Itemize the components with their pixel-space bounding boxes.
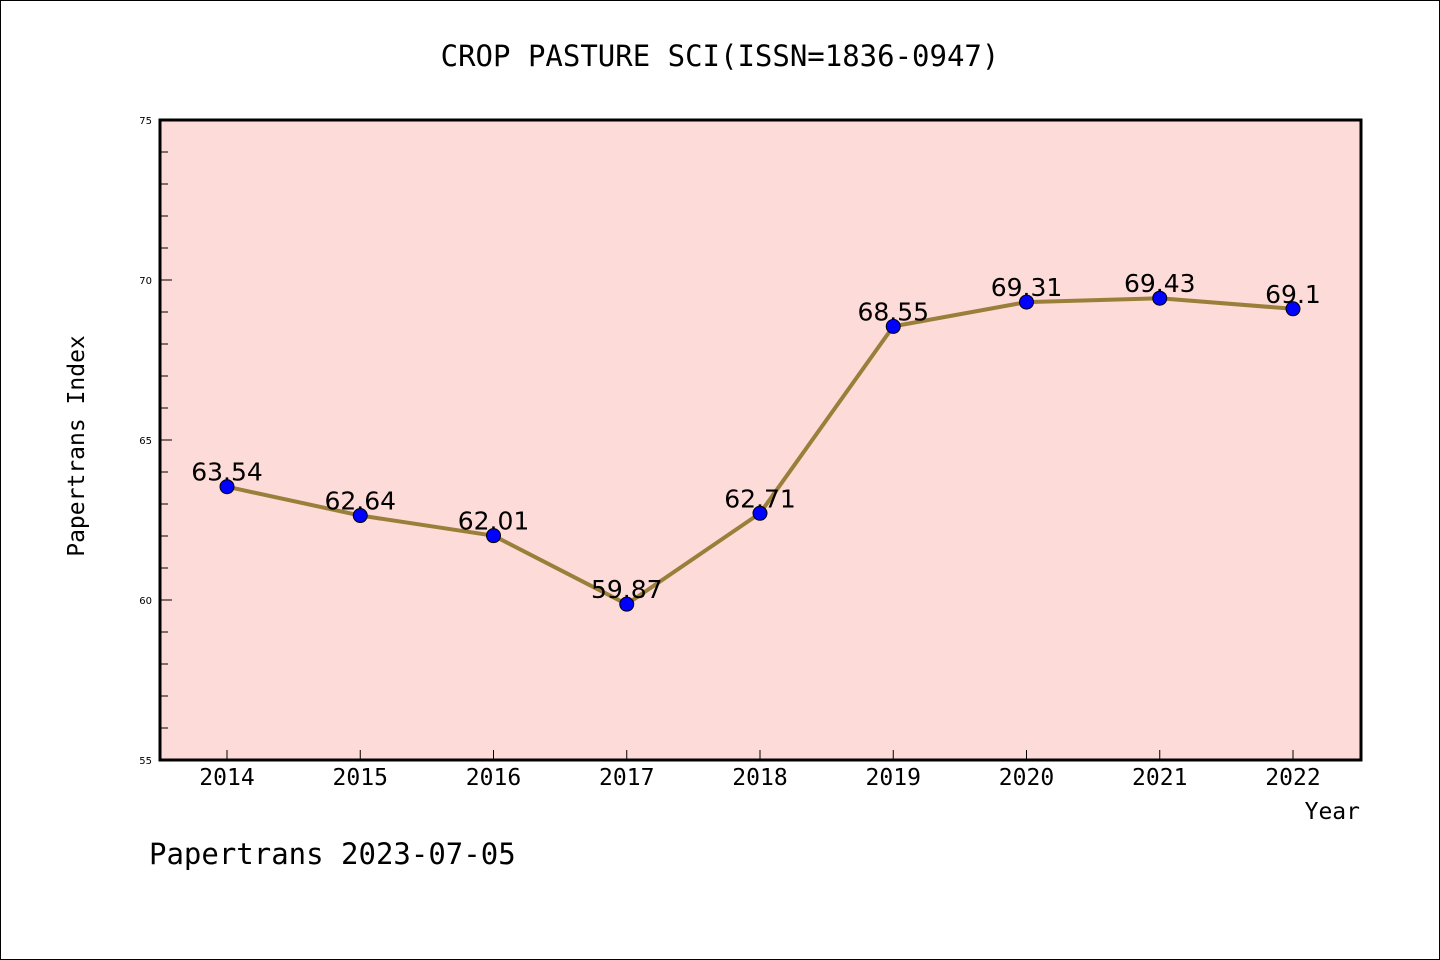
y-tick-label: 65	[139, 436, 152, 447]
data-point	[1285, 301, 1301, 317]
x-tick-label: 2017	[599, 765, 654, 791]
x-tick-label: 2015	[333, 765, 388, 791]
x-tick-label: 2022	[1265, 765, 1320, 791]
data-point	[219, 479, 235, 495]
data-point	[752, 505, 768, 521]
y-tick-label: 55	[139, 756, 152, 767]
x-tick-label: 2021	[1132, 765, 1187, 791]
y-tick-label: 75	[139, 116, 152, 127]
y-axis-label: Papertrans Index	[64, 335, 90, 557]
data-point	[885, 318, 901, 334]
x-tick-label: 2018	[732, 765, 787, 791]
x-axis-label: Year	[1305, 799, 1360, 825]
x-tick-label: 2014	[199, 765, 254, 791]
plot-area	[158, 118, 1363, 762]
plot-border	[158, 118, 1363, 762]
data-point	[352, 508, 368, 524]
watermark: Papertrans 2023-07-05	[149, 837, 516, 871]
data-point	[1152, 290, 1168, 306]
x-tick-label: 2020	[999, 765, 1054, 791]
y-tick-label: 70	[139, 276, 152, 287]
x-axis-ticks: 2014 2015 2016 2017 2018 2019 2020 2021 2022	[199, 750, 1321, 791]
data-point	[1019, 294, 1034, 310]
y-tick-label: 60	[139, 596, 152, 607]
chart-title: CROP PASTURE SCI(ISSN=1836-0947)	[441, 39, 1000, 73]
x-tick-label: 2016	[466, 765, 521, 791]
x-tick-label: 2019	[866, 765, 921, 791]
data-point	[619, 596, 635, 612]
data-point	[486, 528, 501, 544]
